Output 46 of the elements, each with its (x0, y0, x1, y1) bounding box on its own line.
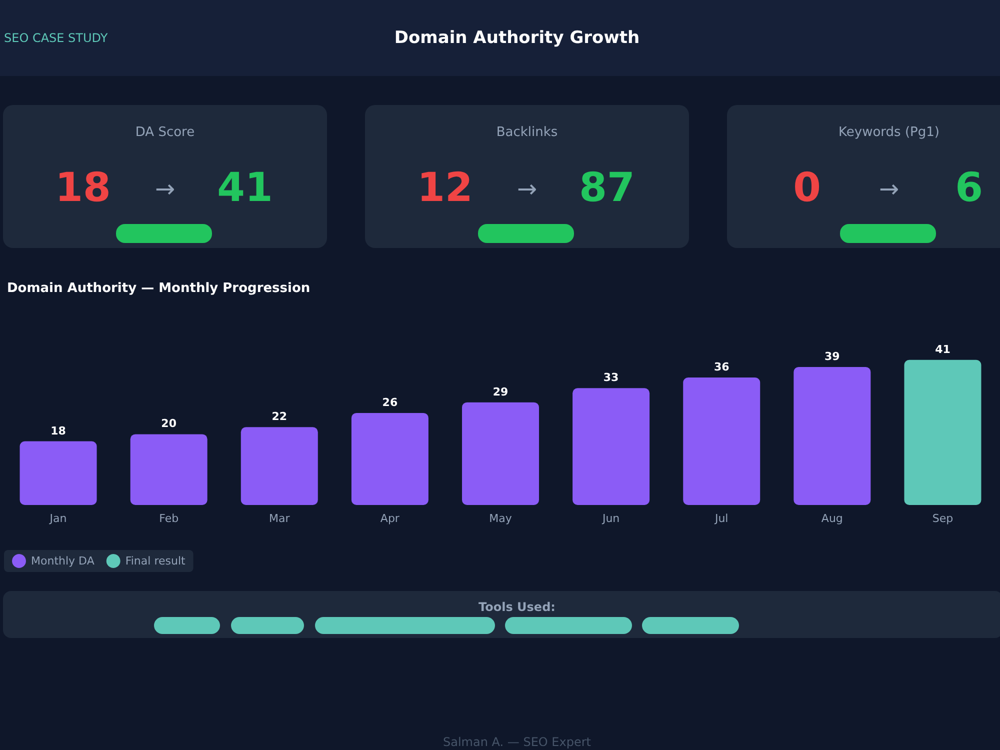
bar (462, 402, 539, 505)
text: Salman A. — SEO Expert (442, 735, 592, 749)
bar (240, 427, 318, 505)
text: 0 (793, 165, 821, 211)
data-label: 18 (50, 424, 66, 438)
text: Keywords (Pg1) (838, 125, 940, 140)
text: 18 (55, 165, 111, 211)
x-tick-label: Sep (932, 512, 954, 525)
x-tick-label: May (489, 512, 512, 525)
text: → (154, 175, 176, 203)
text: 41 (217, 165, 273, 211)
bar (683, 378, 760, 505)
text: 12 (417, 165, 473, 211)
legend-label: Final result (125, 554, 186, 568)
x-tick-label: Mar (269, 512, 290, 525)
x-tick-label: Apr (380, 512, 400, 525)
bar (572, 388, 650, 505)
text: → (516, 175, 538, 203)
legend-label: Monthly DA (31, 554, 95, 568)
data-label: 33 (603, 371, 619, 384)
bar (20, 441, 97, 505)
text: 6 (955, 165, 983, 211)
data-label: 29 (492, 385, 508, 398)
data-label: 41 (935, 342, 950, 356)
x-tick-label: Jul (714, 512, 728, 525)
x-tick-label: Aug (821, 512, 843, 525)
text: Domain Authority Growth (394, 28, 640, 48)
chart-title: Domain Authority — Monthly Progression (7, 281, 310, 296)
data-label: 26 (382, 396, 398, 409)
bar (351, 412, 428, 505)
data-label: 39 (824, 350, 840, 363)
x-tick-label: Jun (601, 512, 620, 525)
text: SEO CASE STUDY (4, 31, 108, 45)
text: Tools Used: (478, 600, 556, 614)
x-tick-label: Feb (159, 512, 179, 525)
text: DA Score (134, 125, 196, 140)
text: → (878, 175, 900, 203)
text: 87 (579, 165, 635, 211)
text: Backlinks (495, 125, 559, 140)
data-label: 36 (714, 360, 730, 374)
bar (904, 360, 982, 505)
x-tick-label: Jan (48, 512, 67, 525)
bar (794, 366, 871, 505)
data-label: 20 (161, 417, 177, 430)
bar (130, 434, 208, 505)
data-label: 22 (272, 410, 288, 424)
